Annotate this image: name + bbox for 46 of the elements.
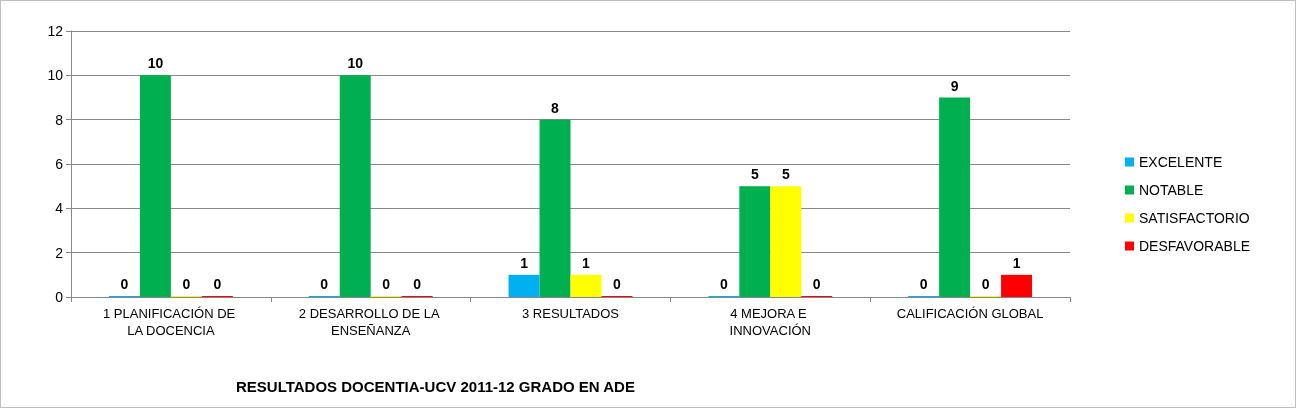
x-tick-label: CALIFICACIÓN GLOBAL bbox=[896, 306, 1044, 321]
bar bbox=[939, 97, 971, 297]
data-label: 0 bbox=[981, 276, 990, 292]
y-tick-label: 6 bbox=[55, 156, 64, 172]
data-label: 1 bbox=[582, 254, 591, 271]
data-label: 0 bbox=[719, 276, 728, 292]
y-tick-label: 4 bbox=[55, 200, 64, 217]
y-tick-label: 12 bbox=[47, 23, 64, 39]
x-tick-label: 2 DESARROLLO DE LA ENSEÑANZA bbox=[298, 306, 443, 338]
bar bbox=[139, 75, 171, 297]
text: RESULTADOS DOCENTIA-UCV 2011-12 GRADO EN ADE bbox=[236, 378, 635, 395]
bar bbox=[539, 119, 571, 297]
y-tick-label: 0 bbox=[55, 289, 64, 305]
x-tick-label: 4 MEJORA E INNOVACIÓN bbox=[729, 306, 811, 338]
x-tick-label: 1 PLANIFICACIÓN DE LA DOCENCIA bbox=[102, 306, 239, 338]
data-label: 10 bbox=[147, 55, 164, 72]
y-tick-label: 8 bbox=[55, 111, 64, 128]
data-label: 0 bbox=[120, 276, 129, 292]
x-tick-label: 3 RESULTADOS bbox=[521, 306, 620, 321]
y-tick-label: 2 bbox=[55, 244, 64, 261]
data-label: 0 bbox=[213, 276, 222, 292]
bar bbox=[1001, 274, 1033, 297]
bar bbox=[339, 75, 371, 297]
data-label: 0 bbox=[613, 276, 622, 292]
data-label: 8 bbox=[551, 99, 560, 116]
bar bbox=[739, 186, 771, 297]
data-label: 9 bbox=[950, 77, 959, 94]
data-label: 5 bbox=[781, 166, 790, 183]
data-label: 1 bbox=[520, 254, 529, 271]
data-label: 0 bbox=[182, 276, 191, 292]
legend-label: DESFAVORABLE bbox=[1139, 238, 1251, 254]
y-tick-label: 10 bbox=[47, 67, 64, 84]
data-label: 0 bbox=[413, 276, 422, 292]
legend-label: NOTABLE bbox=[1139, 182, 1204, 198]
data-label: 0 bbox=[382, 276, 391, 292]
bar bbox=[770, 186, 802, 297]
data-label: 10 bbox=[347, 55, 364, 72]
legend-label: SATISFACTORIO bbox=[1139, 210, 1250, 226]
data-label: 0 bbox=[812, 276, 821, 292]
data-label: 1 bbox=[1012, 254, 1021, 271]
bar bbox=[570, 274, 602, 297]
legend-label: EXCELENTE bbox=[1139, 154, 1223, 170]
data-label: 5 bbox=[750, 166, 759, 183]
bar bbox=[508, 274, 540, 297]
data-label: 0 bbox=[320, 276, 329, 292]
data-label: 0 bbox=[919, 276, 928, 292]
